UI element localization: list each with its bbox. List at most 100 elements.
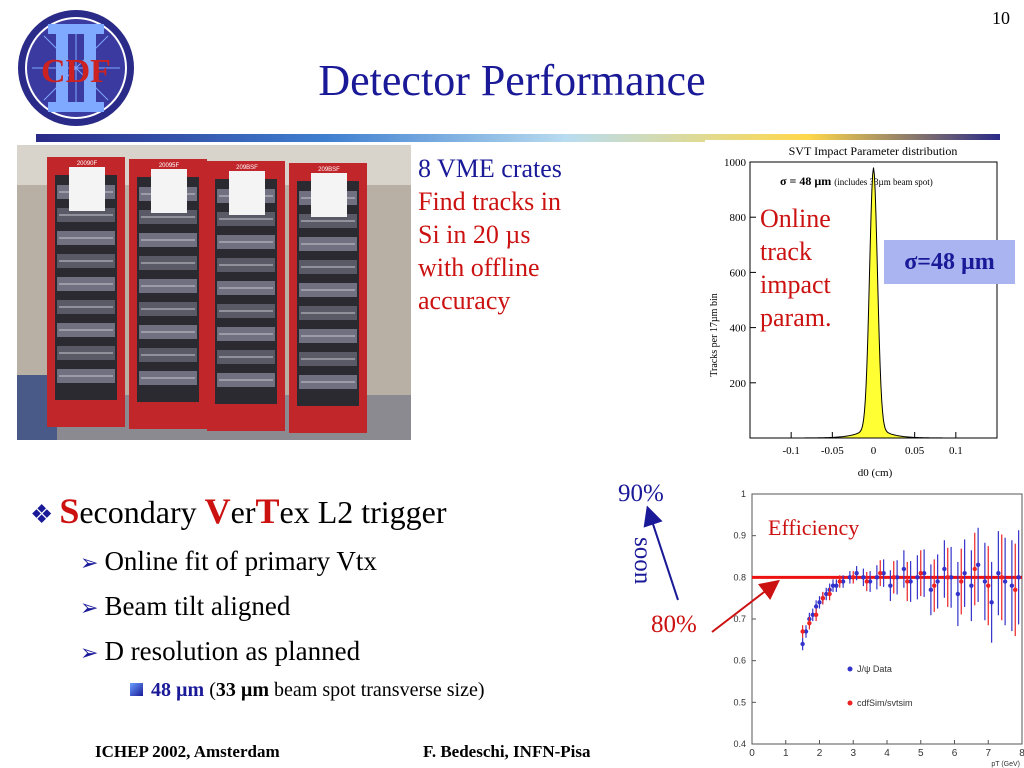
chart2-point [935, 579, 940, 584]
vme-line-4: with offline [418, 253, 540, 282]
chart2-point [948, 575, 954, 580]
chart2-point [945, 575, 950, 580]
bullet-main: ❖ Secondary VerTex L2 trigger [30, 491, 447, 531]
chart1-xtick-label: 0.1 [949, 445, 963, 457]
chart2-point [1013, 587, 1018, 593]
chart2-legend-marker [847, 666, 853, 672]
online-track-label: Online track impact param. [760, 202, 831, 334]
chart2-point [820, 595, 826, 601]
chart2-ytick-label: 0.8 [733, 572, 746, 582]
chart1-ytick-label: 400 [730, 323, 747, 335]
efficiency-label: Efficiency [768, 515, 860, 540]
chart2-point [959, 579, 964, 584]
chart2-point [851, 575, 856, 580]
chart2-point [891, 575, 896, 580]
chart2-ytick-label: 1 [741, 489, 746, 499]
arrow-bullet-icon: ➢ [80, 595, 99, 620]
chart2-point [921, 570, 927, 576]
chart2-point [969, 583, 974, 588]
rack-label-text: 209BSF [318, 167, 340, 173]
chart2-xtick-label: 5 [918, 748, 924, 759]
chart2-point [986, 583, 991, 588]
rack-label-text: 20090F [77, 161, 98, 167]
pct-90-label: 90% [618, 480, 664, 507]
chart2-point [881, 570, 886, 576]
chart2-legend-label: J/ψ Data [857, 664, 892, 674]
chart2-xtick-label: 1 [783, 748, 789, 759]
soon-label: soon [629, 537, 656, 585]
chart2-xtick-label: 7 [985, 748, 991, 759]
chart2-point [854, 570, 859, 576]
chart2-point [837, 579, 842, 584]
chart2-point [1002, 579, 1008, 584]
chart1-ytick-label: 200 [730, 378, 747, 390]
bullet-list: ❖ Secondary VerTex L2 trigger ➢ Online fit… [30, 490, 485, 702]
chart2-point [824, 591, 829, 597]
cdf-logo-icon: CDF [18, 10, 134, 126]
chart2-point [955, 591, 961, 597]
chart2-point [861, 575, 866, 580]
footer-author: F. Bedeschi, INFN-Pisa [423, 742, 591, 761]
svg-text:σ = 48 µm (includes 33µm beam: σ = 48 µm (includes 33µm beam spot) [780, 174, 933, 188]
chart1-xlabel: d0 (cm) [858, 467, 893, 479]
chart2-point [813, 604, 819, 609]
chart2-ytick-label: 0.9 [733, 531, 746, 541]
chart2-point [830, 583, 836, 588]
svg-text:CDF: CDF [41, 53, 111, 90]
chart2-point [867, 579, 873, 584]
online-line-2: track [760, 237, 812, 266]
vme-crates-text: 8 VME crates Find tracks in Si in 20 µs … [418, 152, 562, 317]
vme-crates-photo: 20090F 20095F 209BSF 209BSF [17, 145, 411, 440]
rack-label-paper [229, 171, 265, 215]
pct-80-label: 80% [651, 611, 697, 638]
chart2-ytick-label: 0.7 [733, 614, 746, 624]
sigma-callout: σ=48 µm [884, 240, 1015, 284]
chart2-xtick-label: 3 [850, 748, 856, 759]
chart2-point [800, 641, 805, 647]
chart2-point [942, 566, 947, 572]
chart2-point [962, 570, 967, 576]
chart2-point [932, 583, 937, 588]
vme-rack: 209BSF [207, 161, 285, 431]
chart1-ytick-label: 1000 [724, 157, 747, 169]
arrow-bullet-icon: ➢ [80, 640, 99, 665]
rack-label-paper [311, 173, 347, 217]
chart2-point [982, 579, 988, 584]
chart2-legend-marker [847, 700, 853, 706]
online-line-4: param. [760, 303, 832, 332]
chart2-point [1016, 575, 1021, 580]
bullet-subsub: 48 µm (33 µm beam spot transverse size) [130, 679, 485, 702]
vme-line-2: Find tracks in [418, 187, 561, 216]
chart1-xtick-label: 0.05 [905, 445, 925, 457]
chart2-point [827, 591, 832, 597]
chart2-point [999, 575, 1004, 580]
vme-line-1: 8 VME crates [418, 154, 562, 183]
chart2-point [813, 612, 819, 618]
chart2-legend-label: cdfSim/svtsim [857, 698, 913, 708]
vme-rack: 20095F [129, 159, 207, 429]
chart2-ytick-label: 0.4 [733, 739, 746, 749]
vme-line-5: accuracy [418, 286, 511, 315]
chart2-xtick-label: 6 [952, 748, 958, 759]
chart2-point [905, 579, 910, 584]
chart2-xtick-label: 0 [749, 748, 755, 759]
chart2-point [864, 579, 869, 584]
rack-label-text: 20095F [159, 163, 180, 169]
chart2-ytick-label: 0.5 [733, 697, 746, 707]
square-bullet-icon [130, 683, 143, 696]
chart2-point [878, 570, 883, 576]
chart2-point [874, 575, 880, 580]
chart2-xlabel: pT (GeV) [991, 761, 1020, 768]
chart1-sigma-annotation: σ = 48 µm [780, 174, 834, 188]
title-divider [36, 134, 1000, 142]
annotation-arrows [643, 505, 780, 633]
bullet-sub-1: ➢ Online fit of primary Vtx [80, 546, 377, 576]
impact-parameter-chart: SVT Impact Parameter distribution σ = 48… [705, 140, 1005, 485]
online-line-3: impact [760, 270, 831, 299]
chart2-point [901, 566, 907, 572]
chart2-xtick-label: 4 [884, 748, 890, 759]
chart1-histogram [750, 167, 997, 439]
chart1-ytick-label: 600 [730, 267, 747, 279]
chart2-point [840, 579, 846, 584]
chart2-point [894, 575, 900, 580]
